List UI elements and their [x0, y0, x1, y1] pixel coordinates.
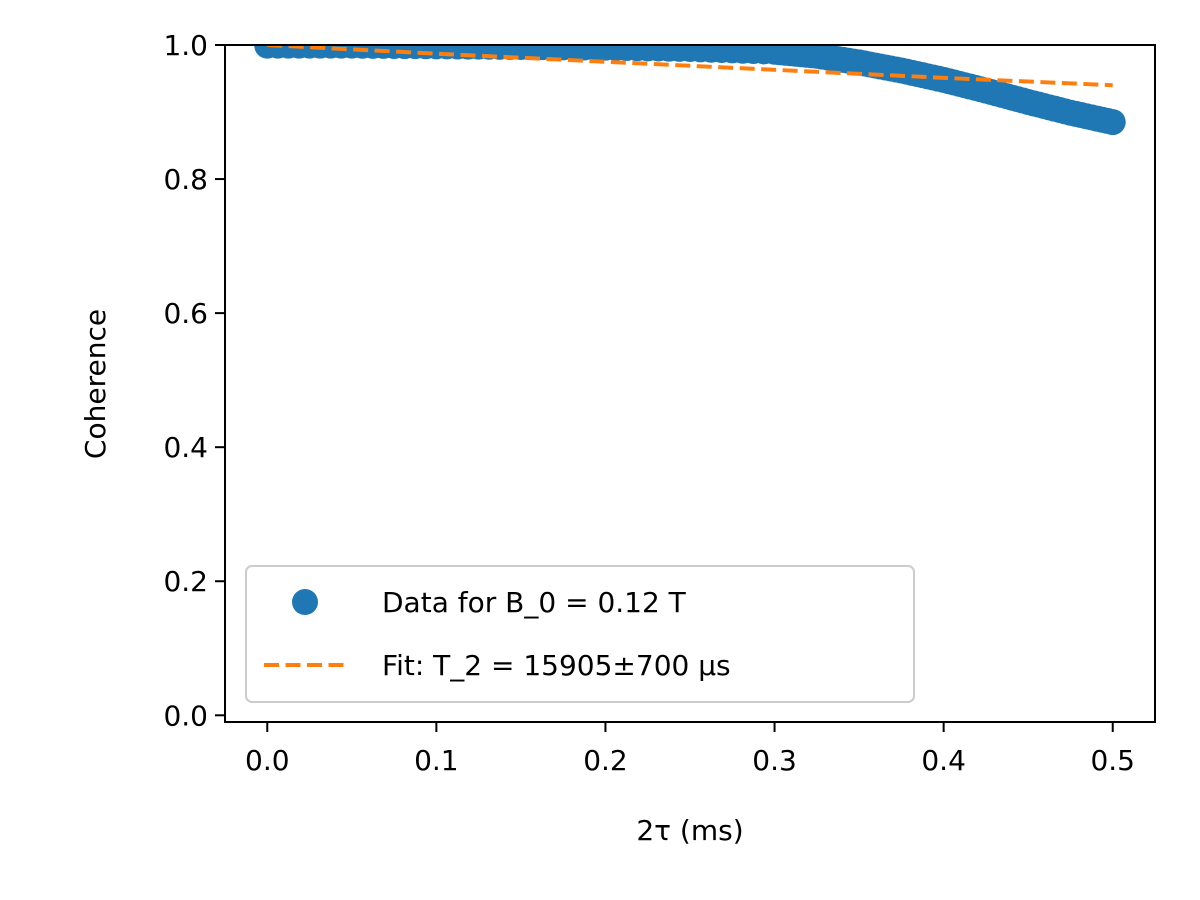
- x-tick-label: 0.4: [921, 744, 966, 777]
- legend-box: [245, 565, 915, 703]
- x-tick-label: 0.0: [245, 744, 290, 777]
- fit-line: [267, 45, 1113, 88]
- x-tick-label: 0.5: [1090, 744, 1135, 777]
- x-axis-title: 2τ (ms): [636, 814, 743, 847]
- legend-label: Data for B_0 = 0.12 T: [382, 586, 687, 619]
- axes-frame: [224, 44, 1156, 723]
- data-point: [1099, 109, 1126, 136]
- y-tick-label: 0.4: [163, 431, 208, 464]
- legend-marker-data: [292, 589, 318, 615]
- y-tick-label: 0.8: [163, 163, 208, 196]
- x-tick-label: 0.2: [583, 744, 628, 777]
- axes: 0.0 0.1 0.2 0.3 0.4 0.5 0.0 0.2 0.4 0.6 0.8 1.0: [163, 29, 1156, 777]
- plot-content: [254, 45, 1126, 136]
- legend-label: Fit: T_2 = 15905±700 µs: [382, 649, 731, 682]
- y-axis-title: Coherence: [79, 309, 112, 459]
- x-tick-label: 0.1: [414, 744, 459, 777]
- y-tick-label: 0.0: [163, 699, 208, 732]
- y-tick-label: 0.2: [163, 565, 208, 598]
- legend: Data for B_0 = 0.12 T Fit: T_2 = 15905±70…: [245, 565, 915, 703]
- plot-area: [254, 45, 1126, 136]
- y-tick-label: 0.6: [163, 297, 208, 330]
- x-tick-label: 0.3: [752, 744, 797, 777]
- y-tick-label: 1.0: [163, 29, 208, 62]
